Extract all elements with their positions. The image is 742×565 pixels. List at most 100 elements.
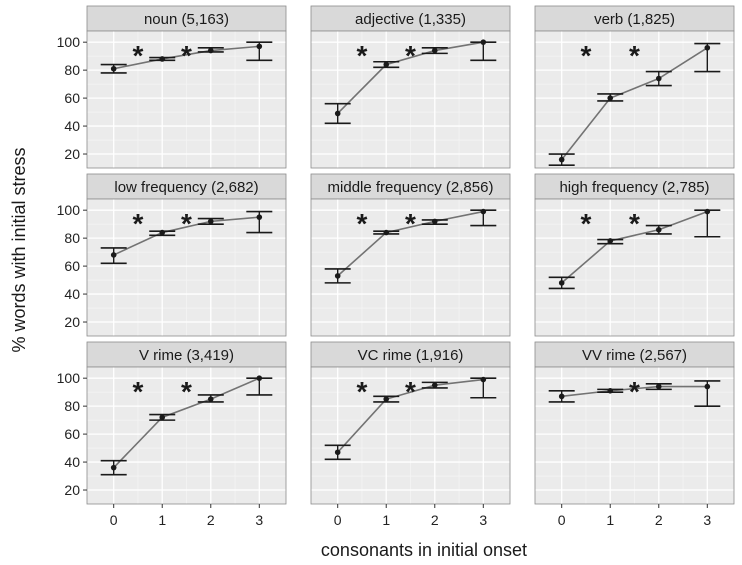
panel-strip — [310, 5, 511, 32]
y-tick-label: 80 — [64, 62, 80, 78]
panel-border — [534, 30, 735, 169]
panel-title: VC rime (1,916) — [358, 347, 464, 364]
series-line — [561, 385, 708, 398]
panel-8: VV rime (2,567) * — [534, 341, 735, 505]
series-line — [113, 45, 260, 70]
data-point — [256, 375, 263, 381]
x-tick-label: 3 — [255, 512, 263, 528]
panel-strip — [86, 341, 287, 368]
panel-border — [310, 198, 511, 337]
y-tick-label: 80 — [64, 230, 80, 246]
data-point — [207, 396, 214, 402]
y-tick-label: 60 — [64, 90, 80, 106]
data-point — [207, 218, 214, 225]
panels: noun (5,163)* *adjective (1,335)* *verb (1… — [86, 5, 735, 505]
panel-title: VV rime (2,567) — [582, 347, 687, 364]
significance-marker: * — [405, 376, 416, 407]
data-point — [110, 464, 117, 471]
significance-marker: * — [181, 40, 192, 71]
significance-marker: * — [181, 376, 192, 407]
x-tick-label: 2 — [655, 512, 663, 528]
series-line — [561, 210, 708, 284]
significance-marker: * — [133, 376, 144, 407]
y-tick-label: 40 — [64, 286, 80, 302]
data-point — [256, 43, 263, 50]
panel-4: middle frequency (2,856) * * — [310, 173, 511, 337]
data-point — [704, 208, 711, 215]
x-tick-label: 3 — [703, 512, 711, 528]
data-point — [607, 95, 614, 101]
significance-marker: * — [405, 40, 416, 71]
significance-marker: * — [357, 208, 368, 239]
data-point — [431, 218, 438, 225]
data-point — [558, 280, 565, 286]
y-tick-label: 60 — [64, 426, 80, 442]
y-tick-label: 20 — [64, 146, 80, 162]
series-line — [337, 378, 484, 453]
panel-strip — [310, 173, 511, 200]
data-point — [480, 208, 487, 215]
significance-marker: * — [357, 40, 368, 71]
series-line — [337, 210, 484, 277]
data-point — [558, 393, 565, 400]
x-tick-label: 0 — [334, 512, 342, 528]
panel-2: verb (1,825)* * — [534, 5, 735, 169]
data-point — [383, 396, 390, 402]
panel-strip — [86, 173, 287, 200]
y-tick-label: 60 — [64, 258, 80, 274]
panel-title: verb (1,825) — [594, 11, 675, 28]
data-point — [704, 44, 711, 51]
y-tick-label: 80 — [64, 398, 80, 414]
panel-border — [534, 366, 735, 505]
data-point — [655, 75, 662, 82]
series-line — [561, 47, 708, 161]
panel-5: high frequency (2,785) * * — [534, 173, 735, 337]
panel-7: VC rime (1,916) * * — [310, 341, 511, 505]
significance-marker: * — [133, 208, 144, 239]
series-line — [113, 377, 260, 469]
data-point — [334, 110, 341, 117]
panel-strip — [310, 341, 511, 368]
series-line — [337, 41, 484, 115]
panel-border — [86, 366, 287, 505]
data-point — [655, 226, 662, 233]
data-point — [207, 47, 214, 54]
significance-marker: * — [629, 376, 640, 407]
significance-marker: * — [181, 208, 192, 239]
data-point — [655, 383, 662, 390]
y-tick-label: 100 — [57, 202, 81, 218]
y-tick-label: 20 — [64, 482, 80, 498]
panel-border — [86, 30, 287, 169]
data-point — [480, 376, 487, 383]
data-point — [383, 61, 390, 68]
data-point — [383, 229, 390, 236]
panel-title: middle frequency (2,856) — [328, 179, 494, 196]
series-line — [113, 216, 260, 256]
x-tick-label: 3 — [479, 512, 487, 528]
y-tick-label: 20 — [64, 314, 80, 330]
data-point — [159, 414, 166, 421]
data-point — [159, 229, 166, 236]
y-tick-label: 100 — [57, 34, 81, 50]
significance-marker: * — [357, 376, 368, 407]
panel-border — [86, 198, 287, 337]
panel-title: high frequency (2,785) — [559, 179, 709, 196]
significance-marker: * — [629, 208, 640, 239]
data-point — [431, 47, 438, 54]
significance-marker: * — [581, 40, 592, 71]
data-point — [110, 252, 117, 258]
data-point — [607, 387, 614, 394]
significance-marker: * — [405, 208, 416, 239]
x-axis-title: consonants in initial onset — [321, 540, 527, 560]
panel-strip — [534, 341, 735, 368]
panel-3: low frequency (2,682) * * — [86, 173, 287, 337]
panel-strip — [534, 5, 735, 32]
x-axes: 0 1 2 3 0 1 2 3 0 1 2 3 — [110, 504, 711, 528]
data-point — [607, 238, 614, 244]
y-tick-label: 100 — [57, 370, 81, 386]
x-tick-label: 0 — [110, 512, 118, 528]
panel-strip — [86, 5, 287, 32]
panel-title: noun (5,163) — [144, 11, 229, 28]
panel-strip — [534, 173, 735, 200]
